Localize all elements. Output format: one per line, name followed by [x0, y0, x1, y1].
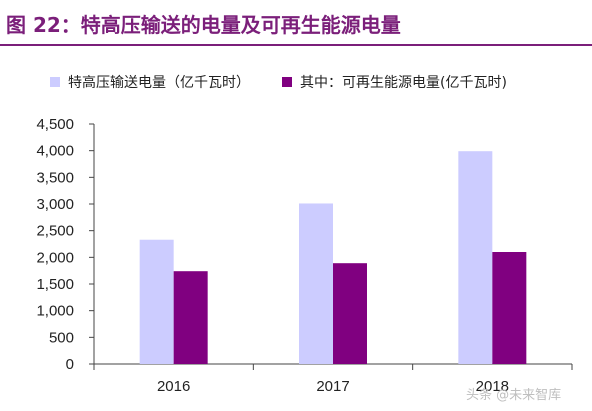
- legend-label-series-2: 其中：可再生能源电量(亿千瓦时): [300, 75, 507, 91]
- y-tick-label: 500: [49, 329, 74, 346]
- chart-title: 图 22：特高压输送的电量及可再生能源电量: [6, 13, 401, 37]
- y-tick-label: 4,500: [36, 116, 74, 133]
- legend: 特高压输送电量（亿千瓦时） 其中：可再生能源电量(亿千瓦时): [50, 72, 590, 94]
- y-tick-label: 1,000: [36, 303, 74, 320]
- y-tick-label: 2,000: [36, 249, 74, 266]
- title-divider: [0, 44, 592, 46]
- legend-item-series-1: 特高压输送电量（亿千瓦时）: [50, 72, 250, 92]
- legend-item-series-2: 其中：可再生能源电量(亿千瓦时): [282, 72, 507, 92]
- legend-swatch-series-2: [282, 77, 292, 87]
- bar-2-2017: [333, 263, 367, 364]
- y-tick-label: 3,500: [36, 169, 74, 186]
- bar-1-2018: [458, 151, 493, 364]
- legend-label-series-1: 特高压输送电量（亿千瓦时）: [68, 75, 250, 91]
- x-tick-label: 2017: [316, 378, 349, 395]
- bar-1-2017: [299, 203, 333, 364]
- legend-swatch-series-1: [50, 77, 60, 87]
- x-tick-label: 2018: [476, 378, 509, 395]
- bar-1-2016: [139, 239, 174, 364]
- y-tick-label: 4,000: [36, 143, 74, 160]
- y-tick-label: 0: [66, 356, 74, 373]
- bar-2-2016: [173, 271, 208, 364]
- y-tick-label: 3,000: [36, 196, 74, 213]
- y-tick-label: 1,500: [36, 276, 74, 293]
- x-tick-label: 2016: [157, 378, 190, 395]
- y-tick-label: 2,500: [36, 223, 74, 240]
- bar-2-2018: [492, 252, 527, 364]
